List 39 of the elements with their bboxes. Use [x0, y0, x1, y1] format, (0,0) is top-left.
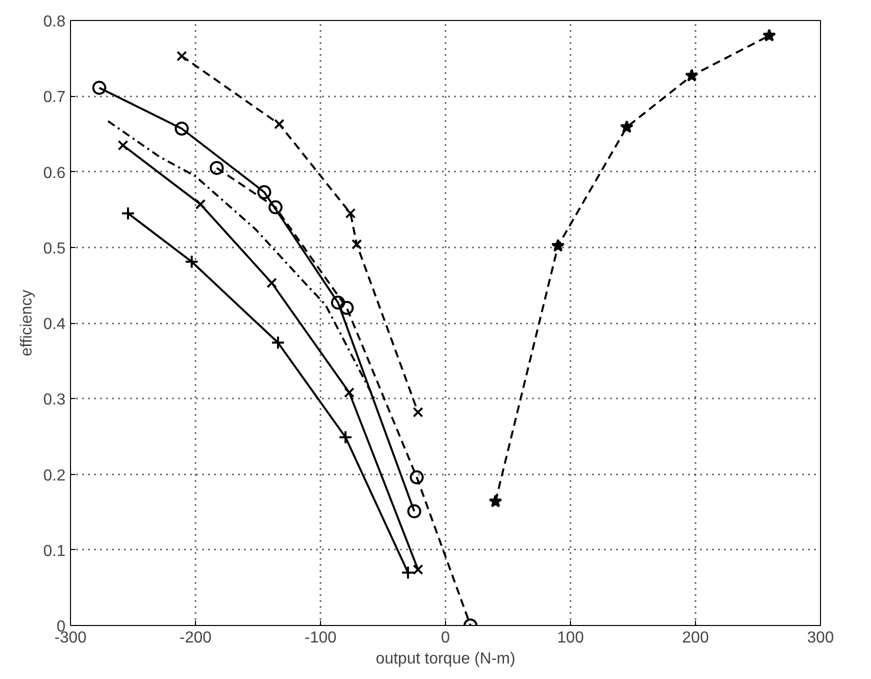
point: [331, 296, 345, 310]
point: [195, 199, 206, 210]
point: [118, 140, 128, 151]
point: [210, 160, 224, 175]
x-axis-title: output torque (N-m): [376, 650, 516, 668]
point: [344, 387, 354, 398]
y-tick-label: 0.1: [43, 542, 66, 560]
x-tick-label: 200: [682, 630, 709, 646]
point: [274, 118, 284, 130]
y-tick-label: 0.6: [43, 164, 66, 182]
point: [340, 300, 354, 315]
point: [268, 200, 282, 214]
point: [176, 50, 187, 62]
point: [488, 494, 502, 508]
y-tick-label: 0.4: [43, 316, 66, 333]
point: [551, 238, 565, 252]
point: [412, 406, 424, 418]
y-tick-label: 0.3: [43, 392, 66, 409]
y-tick-label: 0.2: [43, 467, 66, 484]
x-tick-label: 300: [807, 630, 834, 646]
x-tick-label: -200: [179, 630, 212, 646]
point: [174, 122, 189, 136]
x-tick-label: 0: [441, 630, 450, 646]
point: [762, 28, 776, 42]
point: [410, 470, 424, 484]
point: [620, 120, 634, 133]
point: [685, 68, 698, 82]
point: [407, 504, 422, 518]
point: [92, 80, 106, 95]
y-tick-label: 0.8: [43, 14, 66, 30]
x-tick-label: -100: [304, 630, 337, 646]
point: [266, 278, 277, 288]
y-tick-label: 0.7: [43, 89, 66, 106]
point: [345, 208, 356, 219]
point: [352, 239, 362, 250]
y-axis-title: efficiency: [18, 290, 36, 356]
point: [257, 185, 272, 200]
x-tick-label: 100: [557, 630, 584, 646]
y-tick-label: 0.5: [43, 240, 66, 258]
